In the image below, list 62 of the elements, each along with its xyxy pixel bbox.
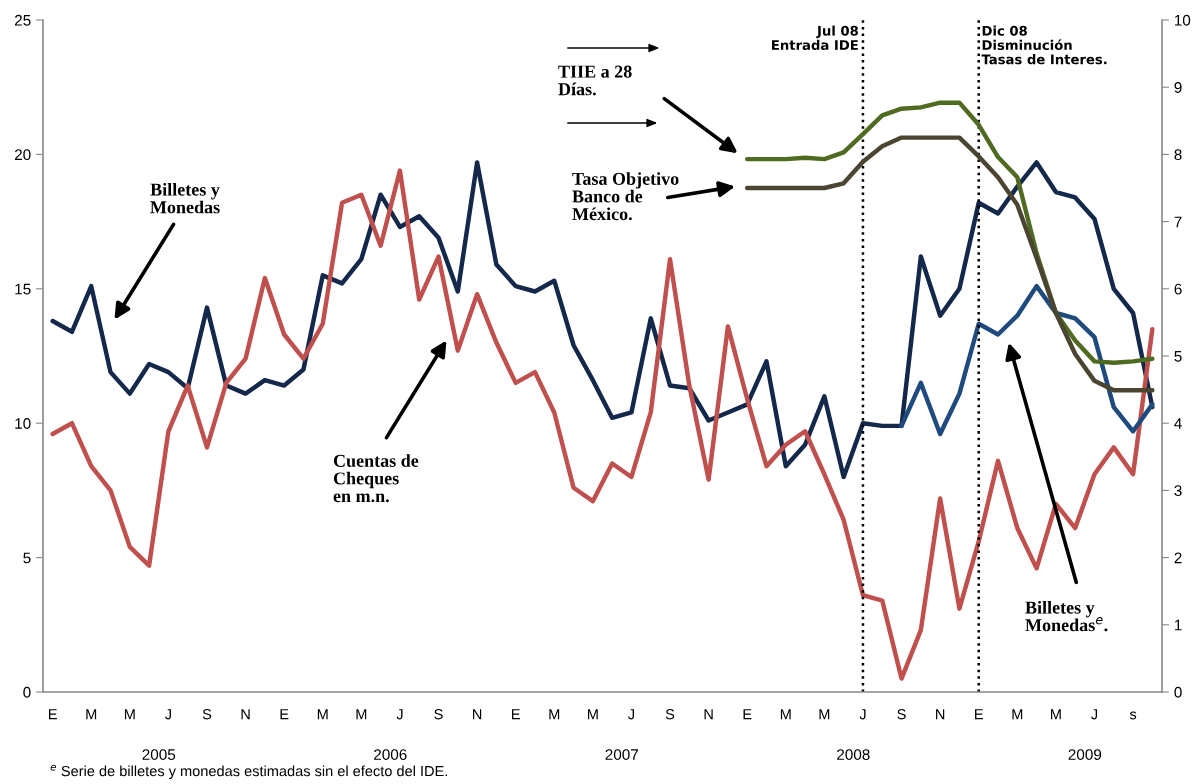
- x-tick-label: s: [1129, 711, 1137, 720]
- x-tick-label: J: [396, 709, 403, 720]
- x-tick-label: E: [512, 709, 520, 720]
- y2-tick-label: 6: [1174, 283, 1182, 295]
- x-tick-label: E: [743, 709, 752, 720]
- annotation: Cuentas de Cheques en m.n.: [333, 454, 419, 503]
- x-tick-label: E: [280, 709, 289, 720]
- x-tick-label: J: [628, 709, 634, 720]
- x-tick-label: M: [819, 709, 830, 720]
- x-tick-label: M: [86, 709, 97, 720]
- y2-tick-label: 8: [1174, 149, 1182, 161]
- annotation: Jul 08 Entrada IDE: [772, 25, 858, 51]
- line-series: [50, 168, 1155, 681]
- text: 2006: [374, 749, 407, 760]
- annotation: TIIE a 28 Días.: [558, 65, 632, 96]
- text: 2005: [142, 749, 176, 760]
- y2-tick-label: 3: [1174, 485, 1182, 497]
- x-tick-label: E: [48, 709, 57, 720]
- y-tick-label: 5: [23, 552, 31, 564]
- y2-tick-label: 5: [1174, 351, 1182, 362]
- x-tick-label: M: [549, 709, 560, 720]
- y2-tick-label: 0: [1174, 686, 1182, 698]
- annotation: Dic 08 Disminución Tasas de Interes.: [981, 25, 1107, 65]
- y2-tick-label: 2: [1174, 552, 1182, 564]
- y-tick-label: 0: [23, 686, 31, 698]
- x-tick-label: E: [975, 709, 983, 720]
- annotation: Tasa Objetivo Banco de México.: [572, 172, 679, 221]
- x-tick-label: N: [241, 709, 250, 720]
- line-series: [899, 283, 1155, 437]
- line-series: [744, 135, 1155, 393]
- x-tick-label: M: [1051, 709, 1061, 720]
- x-tick-label: M: [1012, 709, 1023, 720]
- y-tick-label: 15: [15, 283, 31, 295]
- text: 2007: [605, 749, 639, 760]
- x-tick-label: M: [124, 709, 135, 720]
- x-tick-label: J: [164, 709, 171, 720]
- y2-tick-label: 1: [1174, 619, 1182, 631]
- x-tick-label: S: [434, 709, 443, 720]
- text: 2008: [837, 749, 870, 760]
- y-tick-label: 20: [14, 149, 31, 161]
- x-tick-label: J: [1091, 709, 1098, 720]
- y-tick-label: 25: [14, 14, 31, 26]
- y2-tick-label: 4: [1174, 418, 1182, 429]
- x-tick-label: S: [665, 709, 675, 720]
- x-tick-label: N: [704, 709, 713, 720]
- x-tick-label: M: [780, 709, 791, 720]
- x-tick-label: N: [936, 709, 945, 720]
- x-tick-label: M: [317, 709, 328, 720]
- text: 2009: [1068, 749, 1102, 760]
- x-tick-label: M: [356, 709, 367, 720]
- y2-tick-label: 10: [1174, 14, 1191, 26]
- x-tick-label: S: [202, 709, 212, 720]
- x-tick-label: M: [587, 709, 598, 720]
- annotation: Billetes y Monedas$^{e}$.: [1025, 600, 1108, 632]
- x-tick-label: N: [473, 709, 482, 720]
- annotation: Billetes y Monedas: [150, 182, 220, 214]
- x-tick-label: J: [859, 709, 866, 720]
- x-tick-label: S: [897, 709, 906, 720]
- y-tick-label: 10: [15, 418, 31, 429]
- text: $^{e}$ Serie de billetes y monedas estimadas sin el efecto del IDE.: [50, 764, 448, 780]
- y2-tick-label: 7: [1174, 216, 1182, 228]
- y2-tick-label: 9: [1174, 82, 1182, 93]
